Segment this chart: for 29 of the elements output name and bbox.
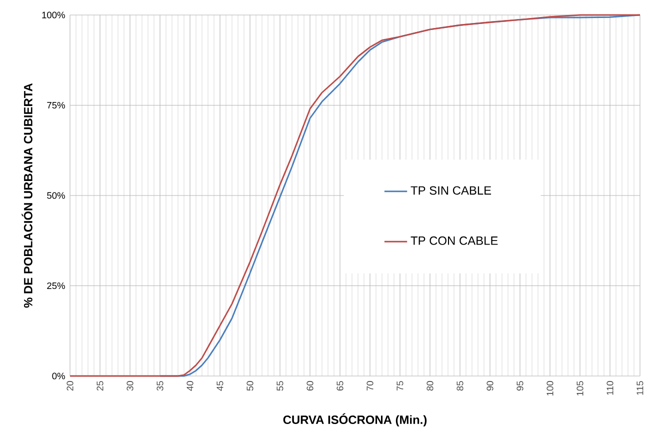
y-tick-label: 50% <box>47 192 65 199</box>
x-tick-label: 110 <box>606 381 614 395</box>
x-tick-label: 95 <box>516 381 524 391</box>
x-tick-label: 100 <box>546 381 554 396</box>
y-tick-label: 75% <box>47 102 65 109</box>
x-tick-label: 50 <box>246 381 254 391</box>
x-tick-label: 75 <box>396 381 404 391</box>
x-tick-label: 60 <box>306 381 314 391</box>
x-tick-label: 115 <box>636 381 644 395</box>
x-tick-label: 30 <box>126 381 134 391</box>
x-tick-label: 65 <box>336 381 344 391</box>
y-tick-label: 100% <box>42 12 65 18</box>
x-tick-label: 85 <box>456 381 464 391</box>
y-tick-label: 0% <box>52 372 65 380</box>
x-tick-label: 45 <box>216 381 224 391</box>
x-tick-label: 90 <box>486 381 494 391</box>
x-tick-label: 40 <box>186 381 194 391</box>
x-axis-title: CURVA ISÓCRONA (Min.) <box>283 413 427 426</box>
x-tick-label: 105 <box>576 381 584 396</box>
y-tick-label: 25% <box>47 282 65 290</box>
y-axis-title: % DE POBLACIÓN URBANA CUBIERTA <box>22 83 32 308</box>
x-tick-label: 70 <box>366 381 374 391</box>
legend-label: TP SIN CABLE <box>410 186 492 195</box>
x-tick-label: 80 <box>426 381 434 391</box>
x-tick-label: 20 <box>66 381 74 391</box>
x-tick-label: 35 <box>156 381 164 391</box>
x-tick-label: 55 <box>276 381 284 391</box>
x-tick-label: 25 <box>96 381 104 391</box>
legend-label: TP CON CABLE <box>410 236 498 245</box>
